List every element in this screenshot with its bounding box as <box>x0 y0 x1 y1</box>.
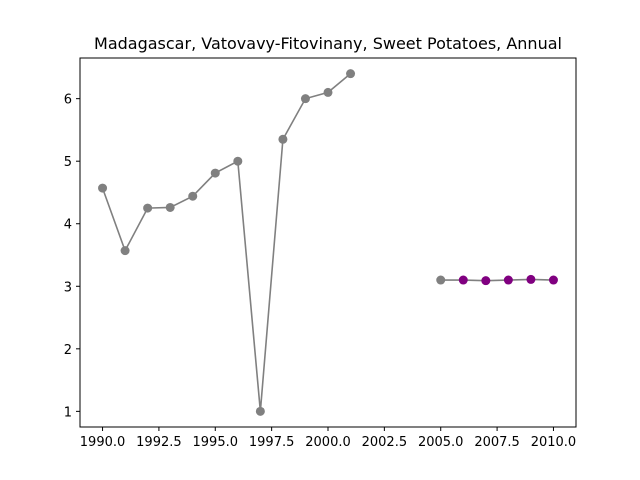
x-tick-label: 2002.5 <box>362 435 408 450</box>
y-tick-label: 4 <box>64 218 72 233</box>
series-line <box>440 278 554 282</box>
data-point <box>165 202 175 212</box>
y-tick-label: 2 <box>64 343 72 358</box>
x-tick-label: 2005.0 <box>418 435 464 450</box>
data-point <box>143 203 153 213</box>
data-point <box>233 156 243 166</box>
chart-title: Madagascar, Vatovavy-Fitovinany, Sweet P… <box>94 34 562 53</box>
y-tick-label: 1 <box>64 405 72 420</box>
data-point <box>346 69 356 79</box>
plot-area <box>98 69 558 416</box>
y-tick-label: 5 <box>64 155 72 170</box>
x-tick-label: 2007.5 <box>474 435 520 450</box>
series-line <box>101 73 352 412</box>
data-point <box>120 246 130 256</box>
data-point <box>300 94 310 104</box>
x-tick-label: 1990.0 <box>80 435 126 450</box>
y-tick-label: 6 <box>64 93 72 108</box>
data-point <box>481 276 491 286</box>
data-point <box>188 191 198 201</box>
data-point <box>278 134 288 144</box>
data-point <box>210 168 220 178</box>
x-tick-label: 2010.0 <box>531 435 577 450</box>
x-tick-label: 1995.0 <box>193 435 239 450</box>
data-point <box>255 406 265 416</box>
data-point <box>323 87 333 97</box>
data-point <box>526 274 536 284</box>
x-tick-label: 2000.0 <box>305 435 351 450</box>
y-tick-label: 3 <box>64 280 72 295</box>
data-point <box>436 275 446 285</box>
data-point <box>503 275 513 285</box>
plot-frame <box>79 57 577 428</box>
data-point <box>458 275 468 285</box>
x-tick-label: 1997.5 <box>249 435 295 450</box>
data-point <box>98 183 108 193</box>
x-tick-label: 1992.5 <box>136 435 182 450</box>
data-point <box>548 275 558 285</box>
